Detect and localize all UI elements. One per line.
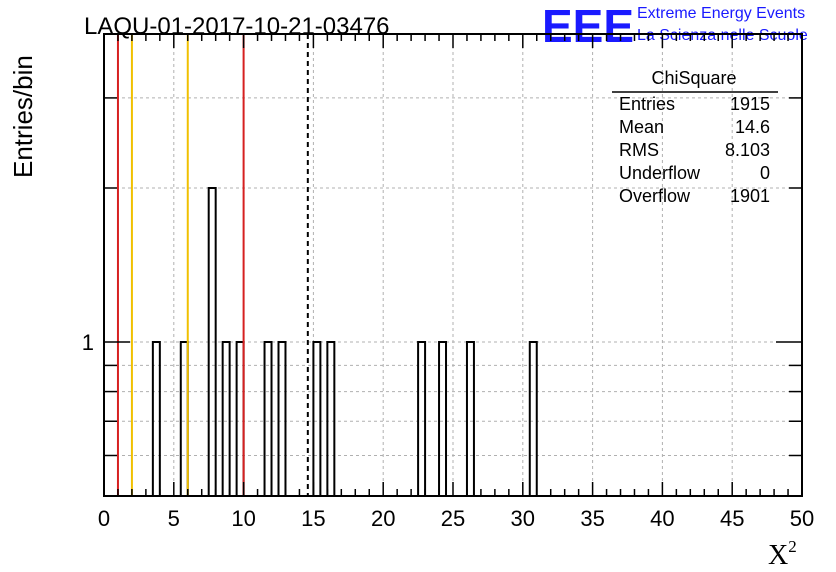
histogram-bin [326, 341, 336, 496]
histogram-bin [151, 341, 161, 496]
stats-value: 1901 [730, 186, 770, 206]
x-tick-label: 10 [231, 506, 255, 531]
stats-rows: Entries 1915 Mean 14.6 RMS 8.103 Underflow 0 Ove… [619, 94, 770, 206]
x-tick-label: 5 [168, 506, 180, 531]
histogram-bin [312, 341, 322, 496]
histogram-bin [465, 341, 475, 496]
logo-line1: Extreme Energy Events [637, 5, 805, 22]
stats-box: ChiSquare Entries 1915 Mean 14.6 RMS 8.103 Und… [612, 68, 778, 206]
x-tick-label: 20 [371, 506, 395, 531]
stats-label: Overflow [619, 186, 691, 206]
x-ticks: 0 5 10 15 20 25 30 35 40 45 50 [98, 34, 814, 531]
eee-logo: EEE Extreme Energy Events La Scienza nel… [542, 0, 808, 52]
histogram-bin [263, 341, 273, 496]
histogram-bin [438, 341, 448, 496]
reference-lines [116, 34, 309, 496]
x-tick-label: 0 [98, 506, 110, 531]
stats-label: RMS [619, 140, 659, 160]
stats-title: ChiSquare [651, 68, 736, 88]
y-axis-label: Entries/bin [8, 55, 38, 178]
x-tick-label: 15 [301, 506, 325, 531]
x-axis-label: X2 [768, 537, 797, 571]
x-tick-label: 50 [790, 506, 814, 531]
x-tick-label: 25 [441, 506, 465, 531]
histogram-bin [528, 341, 538, 496]
stats-value: 14.6 [735, 117, 770, 137]
stats-value: 1915 [730, 94, 770, 114]
histogram-bin [221, 341, 231, 496]
x-tick-label: 45 [720, 506, 744, 531]
histogram-bin [417, 341, 427, 496]
x-axis-label-base: X [768, 540, 788, 571]
logo-mark: EEE [542, 0, 634, 52]
stats-label: Underflow [619, 163, 701, 183]
y-ticks: 1 [82, 97, 802, 457]
grid-lines [103, 34, 803, 496]
logo-line2: La Scienza nelle Scuole [637, 27, 808, 44]
stats-value: 0 [760, 163, 770, 183]
stats-label: Entries [619, 94, 675, 114]
y-tick-label: 1 [82, 330, 94, 355]
x-tick-label: 30 [511, 506, 535, 531]
x-tick-label: 35 [580, 506, 604, 531]
x-axis-label-sup: 2 [788, 537, 797, 556]
stats-value: 8.103 [725, 140, 770, 160]
histogram-bin [207, 187, 217, 496]
x-tick-label: 40 [650, 506, 674, 531]
histogram-bins [151, 187, 538, 496]
histogram-bin [277, 341, 287, 496]
chart-title: LAQU-01-2017-10-21-03476 [84, 13, 390, 40]
stats-label: Mean [619, 117, 664, 137]
